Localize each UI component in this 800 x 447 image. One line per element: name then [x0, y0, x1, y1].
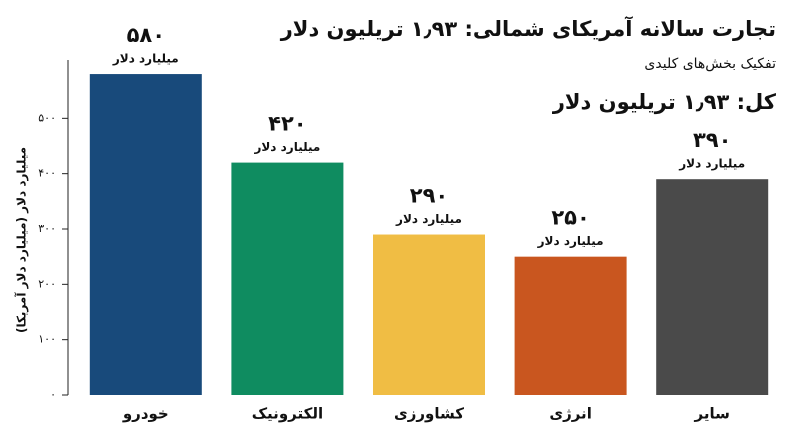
value-label: ۴۲۰ [268, 112, 306, 136]
chart-title: تجارت سالانه آمریکای شمالی: ۱٫۹۳ تریلیون… [280, 16, 776, 41]
y-tick-label: ۰ [50, 388, 56, 401]
y-tick-label: ۱۰۰ [38, 333, 56, 346]
value-label: ۲۹۰ [410, 184, 448, 208]
y-tick-label: ۲۰۰ [38, 277, 56, 290]
value-unit: میلیارد دلار [678, 157, 745, 171]
bar [231, 162, 344, 395]
y-tick-label: ۳۰۰ [38, 222, 56, 235]
value-unit: میلیارد دلار [112, 52, 179, 66]
bar [89, 74, 202, 396]
x-tick-label: کشاورزی [394, 405, 464, 423]
bar [514, 256, 627, 395]
x-tick-label: خودرو [122, 405, 169, 423]
x-tick-label: سایر [694, 405, 730, 423]
y-tick-label: ۴۰۰ [38, 167, 56, 180]
value-unit: میلیارد دلار [537, 234, 604, 248]
value-label: ۲۵۰ [551, 206, 589, 230]
value-label: ۵۸۰ [127, 23, 165, 47]
value-label: ۳۹۰ [693, 128, 731, 152]
x-tick-label: انرژی [549, 405, 592, 423]
value-unit: میلیارد دلار [253, 140, 320, 154]
total-annotation: کل: ۱٫۹۳ تریلیون دلار [552, 90, 777, 114]
chart-subtitle: تفکیک بخش‌های کلیدی [644, 56, 776, 72]
bar [656, 179, 769, 395]
y-axis-label: میلیارد دلار (میلیارد دلار آمریکا) [14, 147, 29, 333]
bar [373, 234, 485, 395]
y-tick-label: ۵۰۰ [38, 111, 56, 124]
value-unit: میلیارد دلار [395, 212, 462, 226]
x-tick-label: الکترونیک [252, 405, 323, 423]
